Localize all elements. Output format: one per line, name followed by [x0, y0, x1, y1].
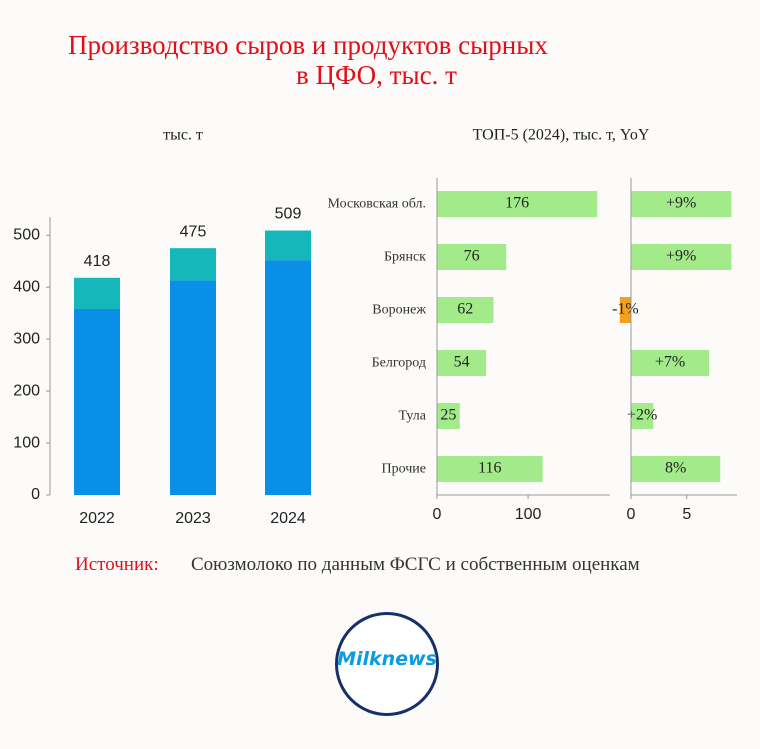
- x-tick-label: 0: [627, 506, 636, 523]
- bar-segment: [265, 260, 311, 495]
- y-tick-label: 100: [13, 434, 40, 451]
- bar-segment: [74, 277, 120, 309]
- total-label: 475: [180, 223, 207, 240]
- value-label: 76: [464, 248, 480, 265]
- y-tick-label: 300: [13, 330, 40, 347]
- x-tick-label: 5: [682, 506, 691, 523]
- bar: [619, 297, 631, 323]
- bar: [437, 191, 598, 217]
- category-label: Тула: [398, 408, 426, 424]
- y-tick-label: 500: [13, 226, 40, 243]
- value-label: 25: [440, 407, 456, 424]
- bar-segment: [265, 230, 311, 261]
- chart-title: ТОП-5 (2024), тыс. т, YoY: [473, 127, 650, 144]
- y-tick-label: 200: [13, 382, 40, 399]
- bar-segment: [170, 248, 216, 281]
- title-line: Производство сыров и продуктов сырных: [68, 30, 548, 60]
- total-label: 509: [275, 206, 302, 223]
- value-label: 54: [454, 354, 470, 371]
- x-tick-label: 2024: [270, 510, 306, 527]
- value-label: 8%: [665, 460, 686, 477]
- bar: [631, 456, 721, 482]
- source-label: Источник:: [75, 554, 159, 575]
- bar: [631, 350, 710, 376]
- y-tick-label: 400: [13, 278, 40, 295]
- bar: [437, 403, 460, 429]
- value-label: 62: [457, 301, 473, 318]
- value-label: 116: [478, 460, 501, 477]
- logo-circle: [335, 612, 439, 716]
- value-label: 176: [505, 195, 529, 212]
- value-label: +2%: [627, 407, 657, 424]
- chart-subtitle: тыс. т: [163, 127, 203, 144]
- x-tick-label: 0: [433, 506, 442, 523]
- title-line: в ЦФО, тыс. т: [296, 60, 457, 90]
- value-label: +9%: [666, 195, 696, 212]
- x-tick-label: 100: [515, 506, 542, 523]
- category-label: Брянск: [384, 249, 426, 265]
- value-label: -1%: [612, 301, 639, 318]
- x-tick-label: 2022: [79, 510, 115, 527]
- total-label: 418: [84, 253, 111, 270]
- value-label: +7%: [655, 354, 685, 371]
- category-label: Прочие: [381, 461, 427, 477]
- y-tick-label: 0: [31, 486, 40, 503]
- bar: [631, 403, 654, 429]
- category-label: Воронеж: [372, 302, 426, 318]
- x-tick-label: 2023: [175, 510, 211, 527]
- bar: [437, 297, 494, 323]
- bar: [631, 244, 732, 270]
- bar: [437, 456, 543, 482]
- bar-segment: [170, 280, 216, 495]
- category-label: Московская обл.: [327, 196, 427, 212]
- bar: [437, 350, 487, 376]
- category-label: Белгород: [371, 355, 426, 371]
- bar-segment: [74, 308, 120, 495]
- logo: Milknews: [337, 648, 437, 670]
- bar: [437, 244, 507, 270]
- bar: [631, 191, 732, 217]
- source-text: Союзмолоко по данным ФСГС и собственным …: [191, 554, 640, 575]
- value-label: +9%: [666, 248, 696, 265]
